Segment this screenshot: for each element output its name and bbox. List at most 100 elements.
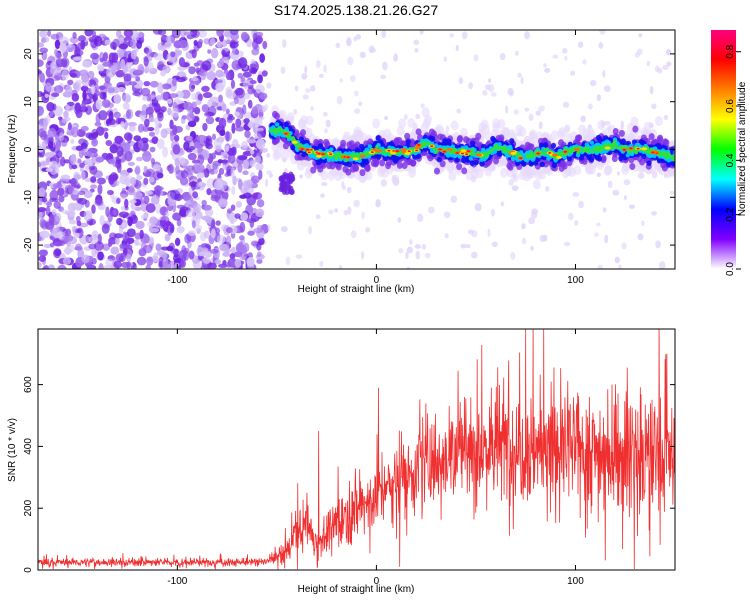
spectrogram-noise-blob (161, 83, 172, 90)
spectrogram-noise-blob (143, 195, 150, 205)
spectrogram-noise-blob (520, 76, 524, 85)
spectrogram-noise-blob (122, 231, 128, 242)
spectrogram-noise-blob (210, 228, 216, 239)
spectrogram-noise-blob (415, 250, 421, 260)
spectrogram-noise-blob (47, 140, 54, 149)
spectrogram-noise-blob (315, 214, 321, 220)
spectrogram-noise-blob (38, 212, 43, 218)
spectrogram-signal-blob (600, 154, 607, 162)
spectrogram-signal-blob (562, 155, 567, 160)
spectrogram-noise-blob (280, 226, 288, 233)
spectrogram-noise-blob (227, 147, 235, 156)
spectrogram-noise-blob (157, 112, 164, 122)
spectrogram-noise-blob (466, 244, 471, 249)
spectrogram-noise-blob (235, 118, 242, 128)
spectrogram-noise-blob (255, 84, 265, 94)
spectrogram-noise-blob (165, 210, 170, 217)
spectrogram-noise-blob (350, 230, 357, 239)
spectrogram-noise-blob (44, 93, 49, 99)
spectrogram-noise-blob (237, 57, 248, 69)
spectrogram-signal-blob (397, 118, 406, 129)
spectrogram-signal-blob (492, 157, 499, 165)
spectrogram-noise-blob (64, 184, 74, 195)
spectrogram-noise-blob (474, 203, 482, 212)
spectrogram-noise-blob (594, 232, 599, 238)
spectrogram-noise-blob (193, 40, 198, 46)
spectrogram-noise-blob (82, 70, 87, 78)
spectrogram-noise-blob (339, 78, 343, 83)
spectrogram-noise-blob (100, 72, 107, 78)
spectrogram-noise-blob (158, 256, 164, 268)
spectrogram-noise-blob (38, 255, 46, 262)
spectrogram-noise-blob (71, 225, 76, 233)
spectrogram-noise-blob (143, 81, 151, 87)
spectrogram-noise-blob (225, 227, 233, 234)
spectrogram-noise-blob (225, 248, 232, 253)
spectrogram-noise-blob (59, 36, 70, 45)
spectrogram-noise-blob (68, 209, 76, 217)
spectrogram-noise-blob (102, 53, 108, 62)
spectrogram-noise-blob (535, 110, 541, 116)
spectrogram-noise-blob (54, 249, 62, 257)
spectrogram-signal-blob (501, 126, 510, 137)
spectrogram-noise-blob (226, 91, 236, 100)
spectrogram-noise-blob (42, 196, 48, 203)
spectrogram-noise-blob (192, 202, 202, 213)
spectrogram-noise-blob (188, 81, 195, 93)
spectrogram-noise-blob (87, 70, 95, 79)
spectrogram-signal-blob (428, 128, 435, 136)
spectrogram-noise-blob (100, 127, 109, 132)
spectrogram-noise-blob (73, 174, 82, 180)
spectrogram-noise-blob (310, 105, 314, 111)
spectrogram-noise-blob (201, 85, 210, 93)
spectrogram-signal-blob (492, 118, 501, 129)
spectrogram-noise-blob (216, 234, 226, 245)
spectrogram-noise-blob (257, 116, 265, 121)
spectrogram-noise-blob (198, 69, 208, 77)
spectrogram-noise-blob (65, 85, 73, 96)
spectrogram-noise-blob (80, 125, 89, 132)
spectrogram-noise-blob (143, 234, 150, 244)
spectrogram-noise-blob (637, 233, 644, 241)
spectrogram-noise-blob (209, 96, 219, 103)
spectrogram-noise-blob (173, 134, 180, 142)
spectrogram-noise-blob (505, 105, 509, 114)
spectrogram-noise-blob (146, 49, 153, 57)
spectrogram-noise-blob (146, 256, 154, 266)
spectrogram-noise-blob (187, 230, 196, 237)
spectrogram-noise-blob (261, 70, 268, 77)
spectrogram-noise-blob (136, 40, 143, 49)
spectrogram-noise-blob (88, 243, 97, 250)
spectrogram-noise-blob (202, 257, 211, 264)
spectrogram-noise-blob (184, 233, 192, 244)
spectrogram-noise-blob (419, 30, 424, 36)
spectrogram-noise-blob (104, 131, 109, 140)
spectrogram-noise-blob (200, 264, 209, 269)
spectrogram-signal-blob (373, 158, 380, 166)
spectrogram-noise-blob (179, 177, 189, 186)
spectrogram-noise-blob (257, 193, 263, 200)
spectrogram-noise-blob (148, 131, 156, 137)
spectrogram-noise-blob (67, 122, 72, 131)
spectrogram-noise-blob (164, 233, 171, 242)
spectrogram-signal-blob (666, 161, 672, 167)
spectrogram-signal-blob (274, 122, 280, 127)
spectrogram-signal-blob (473, 159, 479, 166)
spectrogram-noise-blob (206, 188, 212, 196)
spectrogram-noise-blob (393, 53, 398, 62)
spectrogram-signal-blob (448, 170, 457, 181)
spectrogram-noise-blob (188, 181, 198, 187)
spectrogram-noise-blob (247, 159, 257, 164)
spectrogram-noise-blob (651, 103, 657, 110)
spectrogram-noise-blob (170, 51, 176, 58)
spectrogram-noise-blob (227, 208, 232, 214)
spectrogram-signal-blob (420, 122, 429, 133)
spectrogram-noise-blob (70, 138, 75, 145)
spectrogram-signal-blob (479, 161, 485, 167)
spectrogram-noise-blob (285, 256, 291, 266)
spectrogram-signal-blob (375, 135, 381, 141)
spectrogram-signal-blob (603, 135, 609, 141)
spectrogram-noise-blob (227, 257, 238, 268)
spectrogram-noise-blob (227, 153, 236, 164)
spectrogram-noise-blob (63, 110, 69, 119)
